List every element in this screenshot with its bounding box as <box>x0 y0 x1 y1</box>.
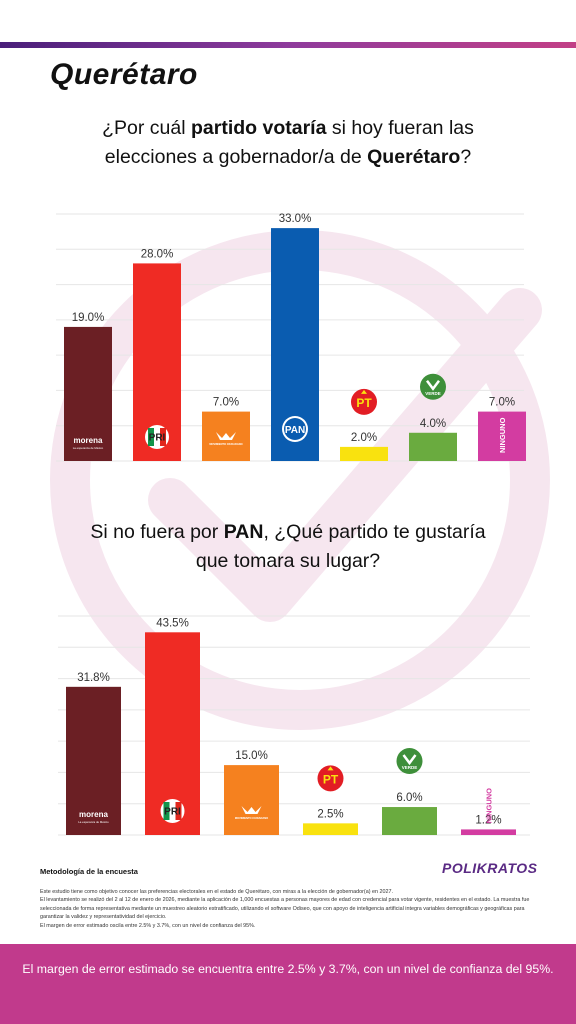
bar <box>382 807 437 835</box>
question-text-fragment: Querétaro <box>367 146 461 168</box>
data-label: 28.0% <box>141 248 174 260</box>
svg-text:morena: morena <box>79 810 108 819</box>
question-text-fragment: , ¿Qué partido te gustaría <box>263 521 486 543</box>
bar-group: 2.5% PT <box>303 765 358 835</box>
data-label: 15.0% <box>235 750 268 762</box>
pri-logo-icon: PRI <box>145 425 169 449</box>
bar-group: 6.0% VERDE <box>382 748 437 835</box>
methodology-paragraph: El margen de error estimado oscila entre… <box>40 922 256 929</box>
methodology-paragraph: El levantamiento se realizó del 2 al 12 … <box>40 897 530 921</box>
bar-group: 7.0% MOVIMIENTO CIUDADANO <box>202 397 250 461</box>
svg-text:La esperanza de México: La esperanza de México <box>73 446 104 450</box>
question-text-fragment: ¿Por cuál <box>102 117 191 139</box>
pri-logo-icon: PRI <box>160 799 185 823</box>
bar <box>461 829 516 835</box>
ninguno-logo-icon: NINGUNO <box>485 788 494 824</box>
svg-text:PT: PT <box>356 396 372 410</box>
question-text-fragment: si hoy fueran las <box>326 117 474 139</box>
svg-text:NINGUNO: NINGUNO <box>485 788 494 824</box>
bar <box>64 326 112 461</box>
svg-text:La esperanza de México: La esperanza de México <box>78 820 109 824</box>
svg-text:PRI: PRI <box>149 433 166 444</box>
bar <box>409 432 457 461</box>
question-text-fragment: que tomara su lugar? <box>195 550 381 572</box>
data-label: 31.8% <box>77 672 110 684</box>
bar <box>340 446 388 461</box>
methodology-title: Metodología de la encuesta <box>40 867 138 876</box>
question-text-fragment: PAN <box>223 521 264 543</box>
footer-band <box>0 944 576 1024</box>
bar-group: 43.5% PRI <box>145 617 200 835</box>
data-label: 7.0% <box>489 397 515 409</box>
bar-group: 15.0% MOVIMIENTO CIUDADANO <box>224 750 279 835</box>
data-label: 2.0% <box>351 432 377 444</box>
bar <box>303 823 358 835</box>
data-label: 1.2% <box>475 814 501 826</box>
data-label: 43.5% <box>156 617 189 629</box>
bar-group: 28.0% PRI <box>133 248 181 461</box>
methodology-paragraph: Este estudio tiene como objetivo conocer… <box>40 889 393 895</box>
verde-logo-icon: VERDE <box>420 373 446 400</box>
svg-text:MOVIMIENTO CIUDADANO: MOVIMIENTO CIUDADANO <box>235 816 268 820</box>
mc-logo-icon: MOVIMIENTO CIUDADANO <box>209 432 243 446</box>
bar-group: 33.0% PAN <box>271 213 319 461</box>
page-title: Querétaro <box>50 58 198 91</box>
footer-text: El margen de error estimado se encuentra… <box>22 962 554 976</box>
bar-group: 2.0% PT <box>340 388 388 461</box>
data-label: 6.0% <box>396 792 422 804</box>
gridlines <box>58 615 530 836</box>
methodology-body: Este estudio tiene como objetivo conocer… <box>40 888 540 930</box>
verde-logo-icon: VERDE <box>396 748 423 775</box>
svg-text:VERDE: VERDE <box>402 765 418 770</box>
mc-logo-icon: MOVIMIENTO CIUDADANO <box>235 806 268 820</box>
brand-logo: POLIKRATOS <box>442 860 538 876</box>
bar <box>66 686 121 835</box>
svg-text:PRI: PRI <box>164 807 181 818</box>
ninguno-logo-icon: NINGUNO <box>498 417 507 453</box>
bar-group: 4.0% VERDE <box>409 373 457 461</box>
data-label: 19.0% <box>72 312 105 324</box>
svg-text:PT: PT <box>323 772 339 786</box>
bar <box>478 411 526 461</box>
question-1: ¿Por cuál partido votaría si hoy fueran … <box>0 114 576 172</box>
question-text-fragment: Si no fuera por <box>90 521 224 543</box>
svg-text:VERDE: VERDE <box>425 391 441 396</box>
question-text-fragment: partido votaría <box>191 117 327 139</box>
svg-text:MOVIMIENTO CIUDADANO: MOVIMIENTO CIUDADANO <box>209 442 242 446</box>
data-label: 4.0% <box>420 418 446 430</box>
data-label: 7.0% <box>213 397 239 409</box>
bar-group: 7.0% NINGUNO <box>478 397 526 461</box>
question-text-fragment: ? <box>460 146 472 168</box>
question-2: Si no fuera por PAN, ¿Qué partido te gus… <box>0 518 576 576</box>
bar <box>224 765 279 835</box>
question-text-fragment: elecciones a gobernador/a de <box>104 146 368 168</box>
top-accent-bar <box>0 42 576 48</box>
data-label: 33.0% <box>279 213 312 225</box>
svg-text:NINGUNO: NINGUNO <box>498 417 507 453</box>
pt-logo-icon: PT <box>317 765 344 792</box>
bar-group: 1.2%NINGUNO <box>461 788 516 835</box>
svg-text:morena: morena <box>74 436 103 445</box>
pan-logo-icon: PAN <box>282 416 308 442</box>
data-label: 2.5% <box>317 808 343 820</box>
pt-logo-icon: PT <box>351 388 377 415</box>
svg-text:PAN: PAN <box>285 425 305 436</box>
